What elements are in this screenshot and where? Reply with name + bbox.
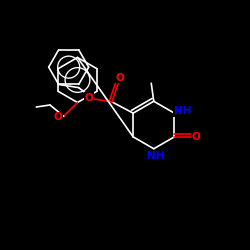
- Text: O: O: [54, 112, 62, 122]
- Text: O: O: [192, 132, 201, 142]
- Text: NH: NH: [174, 106, 191, 116]
- Text: NH: NH: [148, 151, 165, 161]
- Text: O: O: [84, 92, 93, 102]
- Text: O: O: [115, 72, 124, 83]
